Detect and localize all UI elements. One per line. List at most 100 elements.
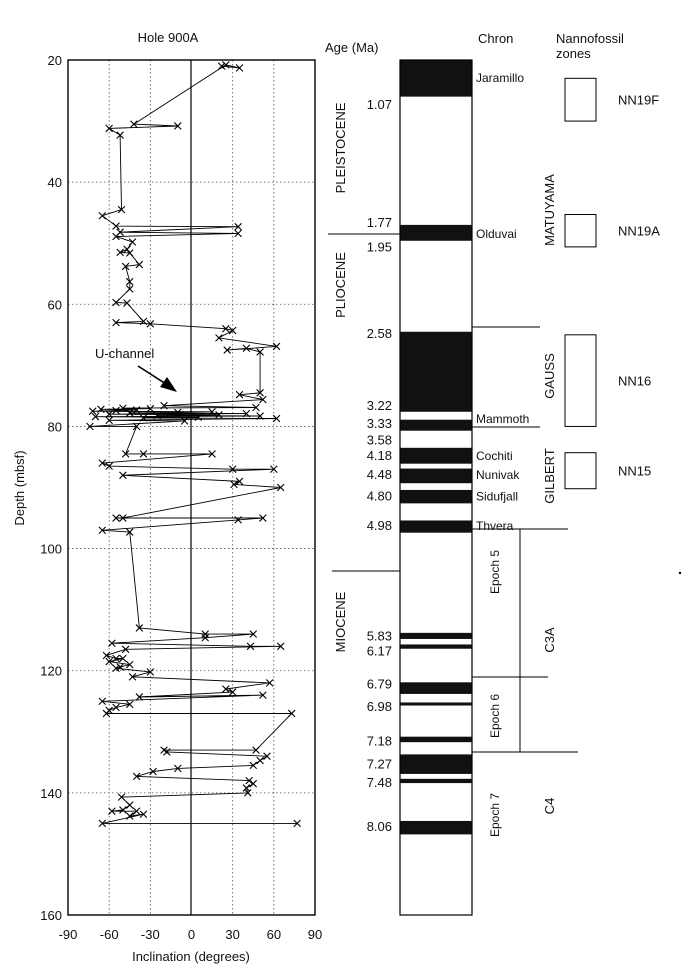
data-point [272,414,281,423]
inclination-tick-labels: -90 -60 -30 0 30 60 90 [59,927,323,942]
data-point [119,404,127,412]
data-point [108,639,116,648]
data-point [256,412,264,420]
inclination-line [89,64,298,824]
age-label: 4.80 [367,488,392,503]
epoch-miocene: MIOCENE [333,591,348,652]
data-point [201,633,210,642]
age-label: 3.33 [367,416,392,431]
normal-polarity-interval [400,644,472,649]
data-point [235,477,244,486]
zone-box [564,334,597,427]
y-tick-label: 140 [40,786,62,801]
data-point [125,528,134,536]
normal-polarity-interval [400,754,472,774]
chart-title: Hole 900A [138,30,199,45]
data-point [223,346,231,354]
data-point [105,410,113,419]
chron-c3a-label: C3A [542,627,557,653]
data-point [163,748,171,756]
u-channel-arrow-shaft [137,365,167,385]
zone-box [564,77,597,122]
data-point [125,249,134,257]
data-point [121,450,130,458]
data-point [139,414,148,422]
age-label: 4.18 [367,448,392,463]
subchron-label: Jaramillo [476,71,524,85]
y-tick-label: 20 [48,53,62,68]
data-point [105,462,113,470]
normal-polarity-interval [400,331,472,412]
data-point [208,450,216,458]
normal-polarity-interval [400,419,472,431]
epoch-pleistocene: PLEISTOCENE [333,102,348,193]
data-point [245,776,253,785]
x-tick-label: 0 [188,927,195,942]
data-point [98,211,107,220]
y-tick-label: 100 [40,542,62,557]
age-label: 7.18 [367,733,392,748]
epoch-pliocene: PLIOCENE [333,252,348,318]
zones-header-line2: zones [556,46,591,61]
age-label: 1.95 [367,239,392,254]
data-point [242,784,251,792]
data-point [112,222,120,230]
data-point [272,342,281,351]
subchron-label: Nunivak [476,468,520,482]
data-point [234,516,242,524]
data-point [105,657,113,666]
normal-polarity-interval [400,820,472,835]
data-point [135,624,144,632]
data-point [116,131,124,139]
y-tick-label: 80 [48,419,62,434]
zone-label: NN16 [618,374,651,389]
data-point [132,422,141,431]
age-labels: 1.07 1.77 1.95 2.58 3.22 3.333.584.18 4.48 4.80… [367,97,392,834]
subchron-label: Olduvai [476,227,517,241]
data-point [228,326,237,335]
age-label: 7.27 [367,757,392,772]
age-label: 8.06 [367,819,392,834]
normal-polarity-interval [400,447,472,464]
normal-polarity-interval [400,60,472,97]
stray-dot [678,571,682,575]
data-point [119,471,127,480]
normal-polarity-interval [400,224,472,241]
data-point [112,703,120,712]
data-point [119,654,127,663]
u-channel-annotation: U-channel [95,346,154,361]
data-point [234,229,242,238]
data-point [125,660,134,669]
data-point [108,807,116,815]
x-tick-label: 30 [225,927,239,942]
age-label: 6.17 [367,644,392,659]
subchron-label: Sidufjall [476,489,518,503]
data-point [116,248,124,257]
subchron-label: Mammoth [476,412,529,426]
data-point [98,526,107,535]
data-point [123,245,131,254]
data-point [146,668,155,676]
data-point [112,318,120,327]
y-axis-label: Depth (mbsf) [12,450,27,525]
epoch-5-label: Epoch 5 [488,550,502,594]
x-tick-label: 60 [267,927,281,942]
data-point [215,411,223,419]
x-axis-label: Inclination (degrees) [132,949,250,964]
data-point [259,514,267,522]
data-point [112,654,120,663]
data-point [102,709,111,718]
x-tick-label: -60 [100,927,119,942]
data-point [98,697,107,706]
data-point [125,409,134,417]
data-point [256,389,264,397]
data-point [149,767,157,776]
data-point [249,761,258,770]
data-point [173,122,182,130]
data-point [112,406,120,415]
normal-polarity-interval [400,632,472,639]
zone-box [564,214,597,248]
data-point [146,404,155,413]
data-point [123,299,131,307]
data-point [139,810,148,819]
